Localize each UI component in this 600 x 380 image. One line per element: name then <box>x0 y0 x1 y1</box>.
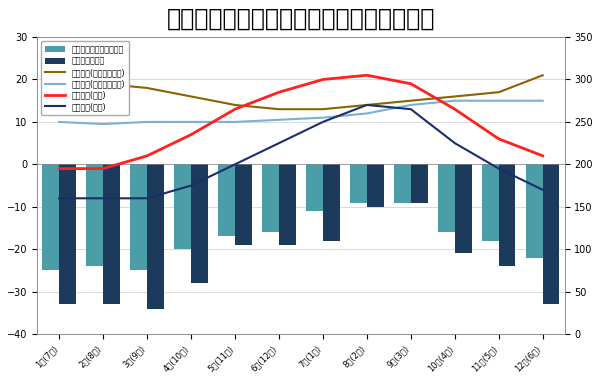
Bar <box>86 165 103 266</box>
Bar <box>279 165 296 245</box>
Legend: 降水量（オークランド）, 降水量（根室）, 最高気温(オークランド), 最低気温(オークランド), 最高気温(根室), 最低気温(根室): 降水量（オークランド）, 降水量（根室）, 最高気温(オークランド), 最低気温… <box>41 41 130 115</box>
Bar <box>367 165 383 207</box>
Bar <box>323 165 340 241</box>
Bar <box>218 165 235 236</box>
Bar <box>455 165 472 253</box>
Bar <box>235 165 252 245</box>
Bar <box>59 165 76 304</box>
Bar <box>350 165 367 203</box>
Title: ニュージーランドと北海道根室の気候比較: ニュージーランドと北海道根室の気候比較 <box>167 7 435 31</box>
Bar <box>103 165 120 304</box>
Bar <box>147 165 164 309</box>
Bar <box>306 165 323 211</box>
Bar <box>191 165 208 283</box>
Bar <box>262 165 279 232</box>
Bar <box>543 165 559 304</box>
Bar <box>130 165 147 271</box>
Bar <box>43 165 59 271</box>
Bar <box>175 165 191 249</box>
Bar <box>411 165 428 203</box>
Bar <box>438 165 455 232</box>
Bar <box>482 165 499 241</box>
Bar <box>394 165 411 203</box>
Bar <box>526 165 543 258</box>
Bar <box>499 165 515 266</box>
